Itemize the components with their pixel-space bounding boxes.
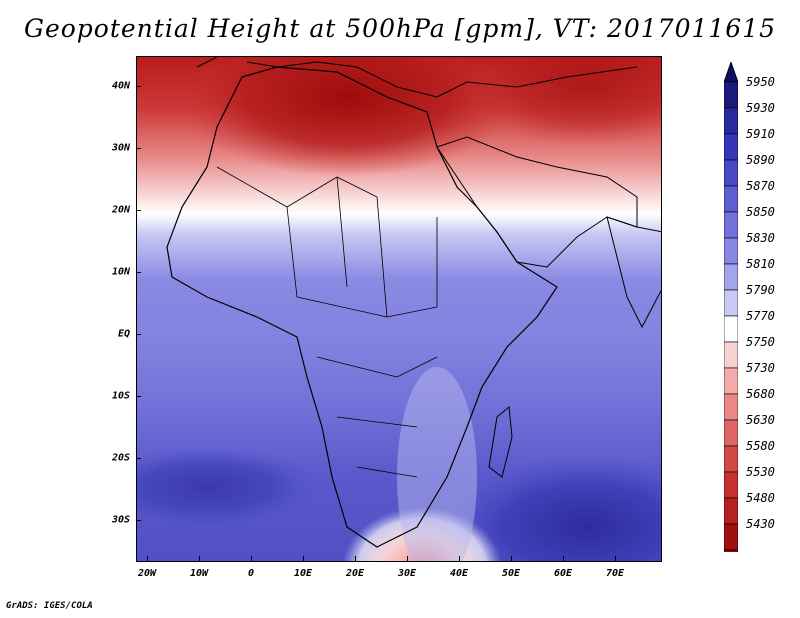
colorbar-swatch bbox=[724, 159, 738, 187]
lon-tick bbox=[459, 556, 460, 561]
lon-tick bbox=[147, 556, 148, 561]
colorbar-label: 5810 bbox=[746, 257, 775, 271]
colorbar-label: 5950 bbox=[746, 75, 775, 89]
colorbar-label: 5790 bbox=[746, 283, 775, 297]
colorbar-label: 5680 bbox=[746, 387, 775, 401]
colorbar-label: 5530 bbox=[746, 465, 775, 479]
country-borders bbox=[216, 166, 438, 478]
lat-tick bbox=[136, 458, 141, 459]
lon-label: 10W bbox=[189, 568, 209, 579]
lat-tick bbox=[136, 210, 141, 211]
colorbar-swatch bbox=[724, 367, 738, 395]
map-plot bbox=[136, 56, 662, 562]
colorbar-swatch bbox=[724, 315, 738, 343]
map-title: Geopotential Height at 500hPa [gpm], VT:… bbox=[23, 14, 777, 43]
lon-tick bbox=[251, 556, 252, 561]
lat-tick bbox=[136, 148, 141, 149]
colorbar-label: 5890 bbox=[746, 153, 775, 167]
colorbar-top-arrow bbox=[724, 62, 738, 83]
colorbar-swatch bbox=[724, 471, 738, 499]
lon-tick bbox=[563, 556, 564, 561]
colorbar-swatch bbox=[724, 185, 738, 213]
colorbar-swatch bbox=[724, 263, 738, 291]
lon-label: 20E bbox=[345, 568, 365, 579]
lat-label: 10S bbox=[111, 390, 130, 402]
colorbar-label: 5830 bbox=[746, 231, 775, 245]
lat-tick bbox=[136, 272, 141, 273]
lat-label: 10N bbox=[111, 266, 130, 278]
lat-label: 30N bbox=[111, 142, 130, 154]
colorbar-swatch bbox=[724, 445, 738, 473]
lat-label: 20N bbox=[111, 204, 130, 216]
colorbar-swatch bbox=[724, 237, 738, 265]
colorbar-label: 5770 bbox=[746, 309, 775, 323]
colorbar-swatch bbox=[724, 133, 738, 161]
lon-label: 30E bbox=[397, 568, 417, 579]
lat-tick bbox=[136, 86, 141, 87]
colorbar bbox=[724, 62, 738, 552]
lon-tick bbox=[407, 556, 408, 561]
lon-label: 60E bbox=[553, 568, 573, 579]
lon-tick bbox=[615, 556, 616, 561]
colorbar-label: 5480 bbox=[746, 491, 775, 505]
colorbar-swatch bbox=[724, 107, 738, 135]
colorbar-label: 5930 bbox=[746, 101, 775, 115]
height-field bbox=[137, 57, 661, 561]
lat-tick bbox=[136, 334, 141, 335]
colorbar-swatch bbox=[724, 289, 738, 317]
colorbar-swatch bbox=[724, 341, 738, 369]
colorbar-label: 5850 bbox=[746, 205, 775, 219]
colorbar-swatch bbox=[724, 497, 738, 525]
europe-coastline bbox=[196, 57, 638, 98]
lon-tick bbox=[199, 556, 200, 561]
colorbar-label: 5910 bbox=[746, 127, 775, 141]
colorbar-swatch bbox=[724, 211, 738, 239]
lon-label: 40E bbox=[449, 568, 469, 579]
lon-tick bbox=[303, 556, 304, 561]
colorbar-label: 5580 bbox=[746, 439, 775, 453]
colorbar-swatch bbox=[724, 419, 738, 447]
colorbar-label: 5730 bbox=[746, 361, 775, 375]
lat-label: EQ bbox=[117, 328, 130, 340]
lon-tick bbox=[355, 556, 356, 561]
colorbar-label: 5870 bbox=[746, 179, 775, 193]
colorbar-label: 5750 bbox=[746, 335, 775, 349]
colorbar-swatch bbox=[724, 81, 738, 109]
lon-label: 70E bbox=[605, 568, 625, 579]
lat-label: 30S bbox=[111, 514, 130, 526]
lon-label: 20W bbox=[137, 568, 157, 579]
lat-tick bbox=[136, 396, 141, 397]
colorbar-label: 5430 bbox=[746, 517, 775, 531]
lon-label: 50E bbox=[501, 568, 521, 579]
lat-tick bbox=[136, 520, 141, 521]
madagascar-coastline bbox=[488, 406, 513, 478]
lat-label: 20S bbox=[111, 452, 130, 464]
colorbar-swatch bbox=[724, 523, 738, 551]
colorbar-swatch bbox=[724, 393, 738, 421]
colorbar-bottom-arrow bbox=[724, 549, 738, 552]
lon-tick bbox=[511, 556, 512, 561]
india-coastline bbox=[606, 216, 661, 329]
lat-label: 40N bbox=[111, 80, 130, 92]
lon-label: 0 bbox=[247, 568, 255, 579]
lon-label: 10E bbox=[293, 568, 313, 579]
colorbar-label: 5630 bbox=[746, 413, 775, 427]
grads-credit: GrADS: IGES/COLA bbox=[6, 601, 93, 611]
